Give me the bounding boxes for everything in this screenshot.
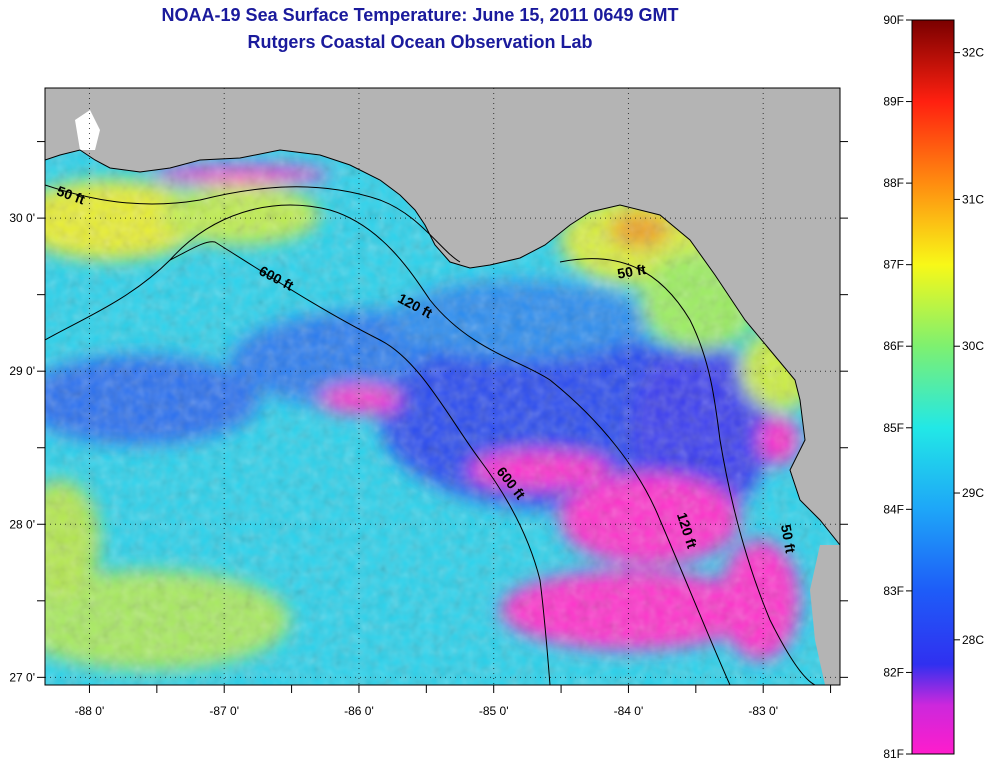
- bathymetry-contours: [45, 184, 816, 685]
- chart-subtitle: Rutgers Coastal Ocean Observation Lab: [247, 32, 593, 52]
- land-mass: [45, 88, 840, 545]
- colorbar-f-label: 84F: [883, 502, 904, 516]
- land-mass-south: [810, 545, 840, 685]
- colorbar-f-label: 90F: [883, 13, 904, 27]
- x-tick-label: -86 0': [344, 704, 374, 718]
- colorbar-c-label: 32C: [962, 46, 984, 60]
- colorbar-f-label: 83F: [883, 584, 904, 598]
- contour-600ft: [169, 241, 551, 685]
- colorbar-c-label: 30C: [962, 339, 984, 353]
- y-tick-label: 28 0': [9, 517, 35, 531]
- colorbar-f-label: 81F: [883, 747, 904, 761]
- x-tick-label: -88 0': [75, 704, 105, 718]
- colorbar-f-label: 86F: [883, 339, 904, 353]
- colorbar-c-labels: 32C31C30C29C28C27C: [954, 46, 984, 647]
- cloud-patch: [75, 110, 100, 150]
- colorbar-f-label: 82F: [883, 665, 904, 679]
- x-tick-label: -84 0': [614, 704, 644, 718]
- contour-label: 50 ft: [616, 261, 647, 282]
- colorbar-f-label: 85F: [883, 421, 904, 435]
- colorbar-f-label: 89F: [883, 95, 904, 109]
- y-tick-label: 29 0': [9, 364, 35, 378]
- colorbar-c-label: 28C: [962, 633, 984, 647]
- contour-50ft-east: [559, 258, 816, 685]
- colorbar-c-label: 29C: [962, 486, 984, 500]
- coastline: [45, 149, 840, 546]
- contour-50ft-west: [45, 184, 461, 263]
- colorbar-f-labels: 90F 89F 88F 87F 86F 85F 84F 83F 82F 81F: [883, 13, 912, 761]
- x-tick-label: -83 0': [748, 704, 778, 718]
- map-frame: [44, 87, 841, 686]
- y-tick-label: 27 0': [9, 670, 35, 684]
- colorbar-f-label: 88F: [883, 176, 904, 190]
- chart-title: NOAA-19 Sea Surface Temperature: June 15…: [161, 5, 679, 25]
- contour-label: 50 ft: [778, 523, 799, 554]
- colorbar-c-label: 31C: [962, 192, 984, 206]
- x-tick-label: -85 0': [479, 704, 509, 718]
- colorbar-f-label: 87F: [883, 258, 904, 272]
- y-axis: 30 0' 29 0' 28 0' 27 0': [9, 141, 848, 684]
- y-tick-label: 30 0': [9, 211, 35, 225]
- x-tick-label: -87 0': [209, 704, 239, 718]
- colorbar: [911, 19, 955, 755]
- x-axis: -88 0' -87 0' -86 0' -85 0' -84 0' -83 0': [75, 685, 832, 718]
